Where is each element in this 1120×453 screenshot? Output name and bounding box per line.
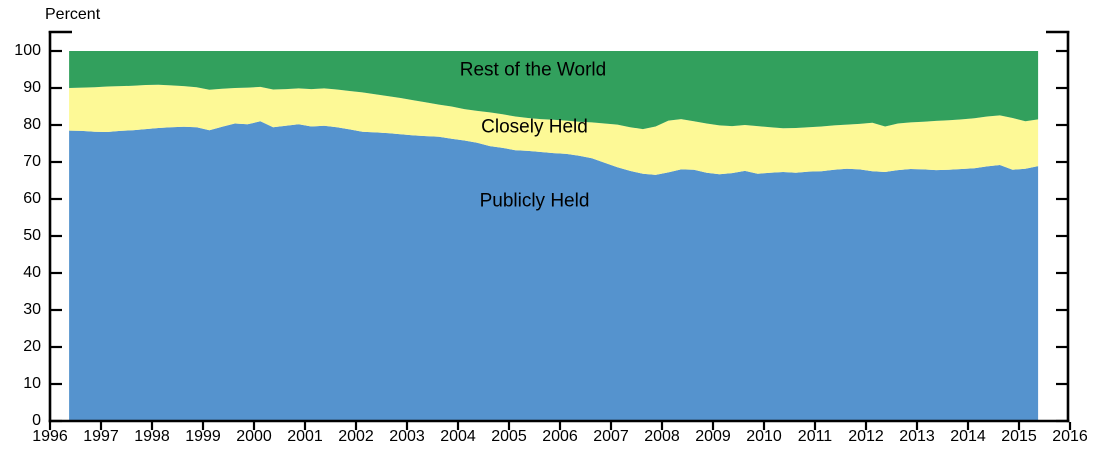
y-tick-label: 20 — [23, 338, 41, 355]
x-tick-label: 2000 — [236, 428, 272, 445]
x-tick-label: 2012 — [848, 428, 884, 445]
x-tick-label: 2011 — [797, 428, 833, 445]
y-tick-label: 50 — [23, 227, 41, 244]
x-tick-label: 2002 — [338, 428, 374, 445]
y-tick-label: 80 — [23, 116, 41, 133]
x-tick-label: 2005 — [491, 428, 527, 445]
y-tick-label: 0 — [32, 412, 41, 429]
x-tick-label: 1996 — [32, 428, 68, 445]
area-closely-held — [69, 84, 1039, 175]
y-tick-label: 30 — [23, 301, 41, 318]
y-axis-title: Percent — [45, 6, 101, 23]
x-tick-label: 1997 — [83, 428, 119, 445]
area-publicly-held — [69, 121, 1039, 422]
x-tick-label: 2016 — [1052, 428, 1088, 445]
y-tick-label: 60 — [23, 190, 41, 207]
area-rest-of-the-world — [69, 51, 1039, 130]
x-tick-label: 2008 — [644, 428, 680, 445]
y-tick-label: 40 — [23, 264, 41, 281]
series-label-rest-of-the-world: Rest of the World — [459, 59, 607, 81]
x-tick-label: 2001 — [287, 428, 323, 445]
x-tick-label: 1998 — [134, 428, 170, 445]
x-tick-label: 2007 — [593, 428, 629, 445]
x-tick-label: 2015 — [1001, 428, 1037, 445]
y-tick-label: 90 — [23, 79, 41, 96]
series-label-closely-held: Closely Held — [481, 116, 588, 138]
x-tick-label: 2003 — [389, 428, 425, 445]
y-tick-label: 100 — [14, 42, 41, 59]
x-tick-label: 2004 — [440, 428, 476, 445]
x-tick-label: 1999 — [185, 428, 221, 445]
x-tick-label: 2014 — [950, 428, 986, 445]
x-tick-label: 2006 — [542, 428, 578, 445]
series-label-publicly-held: Publicly Held — [479, 190, 590, 212]
y-tick-label: 70 — [23, 153, 41, 170]
x-tick-label: 2013 — [899, 428, 935, 445]
x-tick-label: 2009 — [695, 428, 731, 445]
x-tick-label: 2010 — [746, 428, 782, 445]
y-tick-label: 10 — [23, 375, 41, 392]
